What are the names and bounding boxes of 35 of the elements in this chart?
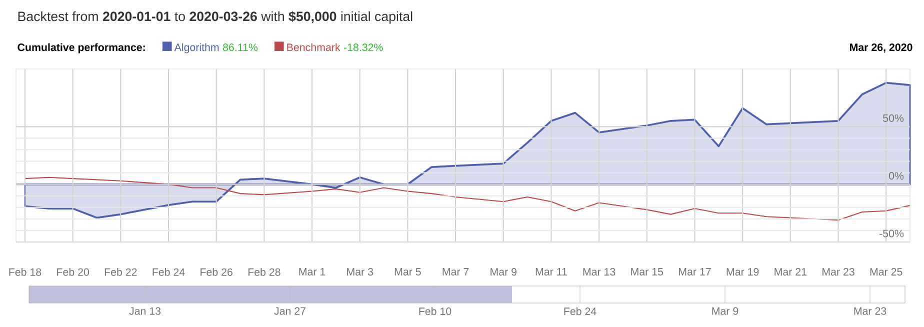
x-tick-label: Mar 23 bbox=[822, 268, 854, 276]
x-tick-label: Mar 17 bbox=[679, 268, 711, 276]
text: Algorithm bbox=[174, 43, 219, 54]
y-tick-label: 50% bbox=[883, 114, 904, 122]
x-tick-label: Mar 15 bbox=[631, 268, 664, 276]
x-tick-label: Mar 13 bbox=[583, 268, 616, 276]
x-tick-label: Mar 11 bbox=[536, 268, 567, 276]
x-tick-label: Mar 9 bbox=[490, 268, 516, 276]
x-tick-label: Mar 1 bbox=[299, 268, 326, 276]
text: Jan 27 bbox=[274, 307, 306, 315]
text: Feb 24 bbox=[564, 307, 596, 316]
x-tick-label: Mar 21 bbox=[774, 268, 806, 276]
text: Jan 13 bbox=[129, 307, 161, 315]
text: Mar 23 bbox=[854, 307, 886, 315]
y-tick-label: 0% bbox=[888, 172, 904, 180]
legend-label: Benchmark bbox=[287, 43, 340, 52]
x-tick-label: Mar 25 bbox=[870, 268, 902, 276]
text: Mar 26, 2020 bbox=[850, 44, 912, 53]
x-tick-label: Mar 5 bbox=[394, 268, 421, 276]
text: -18.32% bbox=[344, 44, 383, 52]
chart-title: Backtest from 2020-01-01 to 2020-03-26 with $50,000 initial capital bbox=[18, 11, 412, 24]
x-tick-label: Mar 19 bbox=[726, 268, 759, 276]
x-tick-label: Feb 28 bbox=[248, 268, 280, 276]
legend-title: Cumulative performance: bbox=[18, 43, 145, 54]
x-tick-label: Feb 26 bbox=[200, 268, 232, 276]
x-tick-label: Feb 18 bbox=[9, 268, 42, 276]
x-tick-label: Feb 24 bbox=[152, 268, 185, 276]
text: Mar 9 bbox=[712, 307, 738, 315]
x-tick-label: Mar 7 bbox=[442, 268, 469, 276]
x-tick-label: Feb 20 bbox=[57, 268, 90, 276]
text: Feb 10 bbox=[419, 307, 452, 316]
y-tick-label: -50% bbox=[880, 230, 904, 238]
x-tick-label: Feb 22 bbox=[104, 268, 137, 276]
x-tick-label: Mar 3 bbox=[347, 268, 374, 276]
text: 86.11% bbox=[223, 44, 258, 52]
